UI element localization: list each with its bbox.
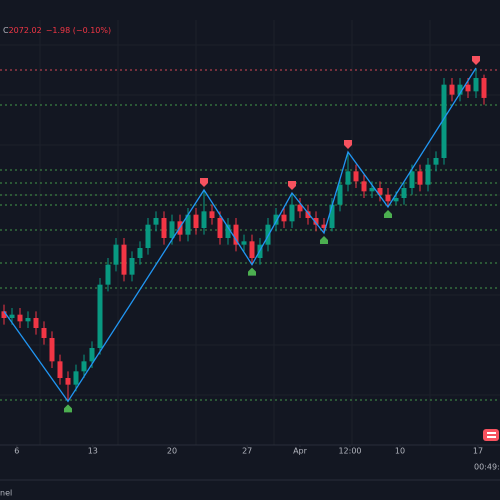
- x-tick-label: 6: [14, 447, 19, 456]
- candle-body: [89, 348, 95, 362]
- zigzag-line: [3, 67, 477, 403]
- candle-body: [425, 164, 431, 185]
- candle-body: [9, 314, 15, 318]
- candle-body: [273, 214, 279, 225]
- candle-body: [201, 211, 207, 228]
- candle-body: [289, 204, 295, 222]
- pivot-low-marker: [248, 267, 256, 276]
- candle-body: [121, 244, 127, 275]
- candle-body: [481, 78, 487, 98]
- candle-body: [193, 214, 199, 228]
- candle-body: [441, 84, 447, 158]
- pivot-low-marker: [64, 404, 72, 413]
- candle-body: [225, 224, 231, 238]
- candle-body: [361, 181, 367, 192]
- candle-body: [137, 248, 143, 258]
- header-close: 2072.02: [9, 26, 42, 35]
- candle-body: [353, 171, 359, 182]
- candle-body: [337, 184, 343, 205]
- flag-icon[interactable]: [483, 429, 499, 441]
- candle-body: [73, 371, 79, 385]
- candle-body: [113, 244, 119, 265]
- candle-body: [209, 211, 215, 218]
- candles: [1, 68, 487, 402]
- candle-body: [329, 204, 335, 228]
- candle-body: [185, 214, 191, 235]
- candle-body: [41, 328, 47, 338]
- pivot-low-marker: [320, 236, 328, 244]
- header-label: C: [3, 26, 9, 35]
- candle-body: [449, 84, 455, 95]
- x-tick-label: 13: [88, 447, 98, 456]
- candle-body: [377, 188, 383, 195]
- x-tick-label: 20: [167, 447, 177, 456]
- candle-body: [25, 318, 31, 322]
- candle-body: [217, 218, 223, 238]
- candle-body: [305, 211, 311, 218]
- candle-body: [345, 171, 351, 185]
- pivot-high-marker: [288, 181, 296, 190]
- candle-body: [57, 361, 63, 378]
- ohlc-header: C2072.02 −1.98 (−0.10%): [3, 26, 111, 35]
- candle-body: [281, 214, 287, 222]
- clock: 00:49:2: [474, 463, 500, 472]
- candle-body: [417, 171, 423, 185]
- candle-body: [161, 218, 167, 238]
- pivot-low-marker: [384, 210, 392, 218]
- flag-bg[interactable]: [483, 429, 499, 441]
- header-change: −1.98 (−0.10%): [46, 26, 111, 35]
- candle-body: [233, 224, 239, 245]
- pivot-high-marker: [200, 178, 208, 187]
- candle-body: [457, 84, 463, 95]
- candle-body: [33, 318, 39, 328]
- candle-body: [473, 78, 479, 92]
- x-tick-label: 27: [242, 447, 252, 456]
- candle-body: [145, 224, 151, 248]
- candle-body: [393, 198, 399, 202]
- candle-body: [313, 218, 319, 225]
- candle-body: [249, 241, 255, 258]
- candle-body: [97, 284, 103, 348]
- candle-body: [409, 171, 415, 188]
- candle-body: [369, 188, 375, 192]
- candle-body: [465, 84, 471, 92]
- flag-line: [487, 432, 496, 434]
- candle-body: [153, 218, 159, 225]
- candle-body: [81, 361, 87, 372]
- candle-body: [385, 194, 391, 202]
- pivot-high-marker: [472, 56, 480, 65]
- x-tick-label: 12:00: [338, 447, 361, 456]
- candle-body: [105, 264, 111, 285]
- candle-body: [49, 338, 55, 362]
- candle-body: [297, 204, 303, 212]
- candle-body: [401, 188, 407, 198]
- panel-label: nel: [0, 489, 12, 498]
- x-tick-label: 17: [473, 447, 483, 456]
- x-axis: 6 13 20 27 Apr 12:00 10 17: [14, 445, 483, 456]
- candle-body: [65, 378, 71, 385]
- candle-body: [241, 241, 247, 245]
- levels: [0, 69, 500, 401]
- candle-body: [17, 314, 23, 322]
- candle-body: [321, 224, 327, 228]
- candle-body: [433, 158, 439, 165]
- pivot-high-marker: [344, 140, 352, 149]
- zigzag: [3, 56, 480, 413]
- candle-body: [169, 221, 175, 238]
- candle-body: [129, 258, 135, 275]
- x-tick-label: Apr: [293, 447, 308, 456]
- x-tick-label: 10: [395, 447, 405, 456]
- candle-body: [1, 311, 7, 318]
- flag-line: [487, 436, 496, 438]
